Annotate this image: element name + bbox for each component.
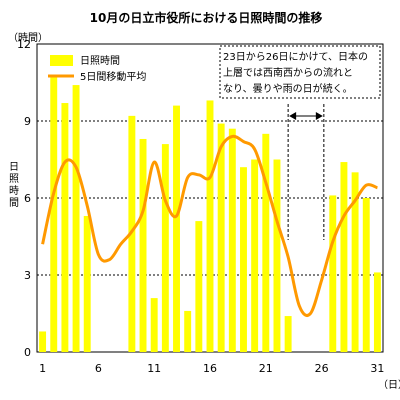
bar-day-10 bbox=[139, 138, 147, 352]
x-tick-label: 6 bbox=[95, 362, 102, 375]
x-unit-label: （日） bbox=[378, 379, 400, 391]
bar-day-4 bbox=[72, 85, 80, 353]
y-unit-label: （時間） bbox=[8, 32, 48, 44]
bar-day-20 bbox=[251, 159, 259, 352]
moving-average-series bbox=[41, 134, 378, 317]
bar-day-5 bbox=[83, 215, 91, 352]
bar-day-23 bbox=[284, 316, 292, 352]
chart-title: 10月の日立市役所における日照時間の推移 bbox=[90, 10, 323, 25]
bar-day-12 bbox=[161, 144, 169, 352]
y-tick-label: 9 bbox=[24, 115, 31, 128]
x-tick-labels: 1 6 11 16 21 26 31 bbox=[39, 362, 384, 375]
bar-day-31 bbox=[373, 272, 381, 352]
bar-day-16 bbox=[206, 100, 214, 352]
legend-label-sunshine: 日照時間 bbox=[80, 55, 120, 67]
bar-day-1 bbox=[39, 331, 47, 352]
bar-day-18 bbox=[228, 128, 236, 352]
bar-day-21 bbox=[262, 133, 270, 352]
y-tick-labels: 0 3 6 9 12 bbox=[17, 38, 31, 359]
bar-day-13 bbox=[173, 105, 180, 352]
x-tick-label: 1 bbox=[39, 362, 46, 375]
bar-day-15 bbox=[195, 221, 203, 352]
bar-day-22 bbox=[273, 159, 281, 352]
annotation-line-3: なり、曇りや雨の日が続く。 bbox=[223, 82, 353, 95]
x-tick-label: 11 bbox=[147, 362, 161, 375]
legend-label-moving-average: 5日間移動平均 bbox=[80, 70, 146, 83]
bar-day-14 bbox=[184, 310, 192, 352]
x-tick-label: 16 bbox=[203, 362, 217, 375]
y-tick-label: 0 bbox=[24, 346, 31, 359]
annotation-box: 23日から26日にかけて、日本の 上層では西南西からの流れと なり、曇りや雨の日… bbox=[219, 45, 381, 99]
bar-series bbox=[39, 74, 381, 353]
y-tick-label: 12 bbox=[17, 38, 31, 51]
bar-day-19 bbox=[240, 167, 247, 352]
bar-day-17 bbox=[217, 123, 225, 352]
bar-day-3 bbox=[61, 103, 69, 353]
x-tick-label: 21 bbox=[259, 362, 273, 375]
x-tick-label: 31 bbox=[370, 362, 384, 375]
y-axis-label: 日照時間 bbox=[9, 162, 19, 209]
range-arrow-left bbox=[289, 112, 297, 120]
bar-day-2 bbox=[50, 74, 58, 353]
bar-day-27 bbox=[329, 195, 337, 352]
bar-day-28 bbox=[340, 162, 348, 352]
legend-swatch-sunshine bbox=[50, 55, 73, 66]
range-marker bbox=[287, 104, 325, 240]
legend: 日照時間 5日間移動平均 bbox=[48, 55, 146, 83]
moving-average-line bbox=[41, 134, 378, 317]
annotation-line-1: 23日から26日にかけて、日本の bbox=[223, 50, 368, 63]
y-tick-label: 6 bbox=[24, 192, 31, 205]
x-tick-label: 26 bbox=[315, 362, 329, 375]
bar-day-29 bbox=[351, 172, 359, 352]
range-arrow-right bbox=[315, 112, 323, 120]
bar-day-30 bbox=[362, 198, 370, 352]
annotation-line-2: 上層では西南西からの流れと bbox=[223, 66, 353, 79]
annotation-frame bbox=[219, 45, 381, 99]
y-tick-label: 3 bbox=[24, 269, 31, 282]
bar-day-11 bbox=[150, 298, 158, 352]
